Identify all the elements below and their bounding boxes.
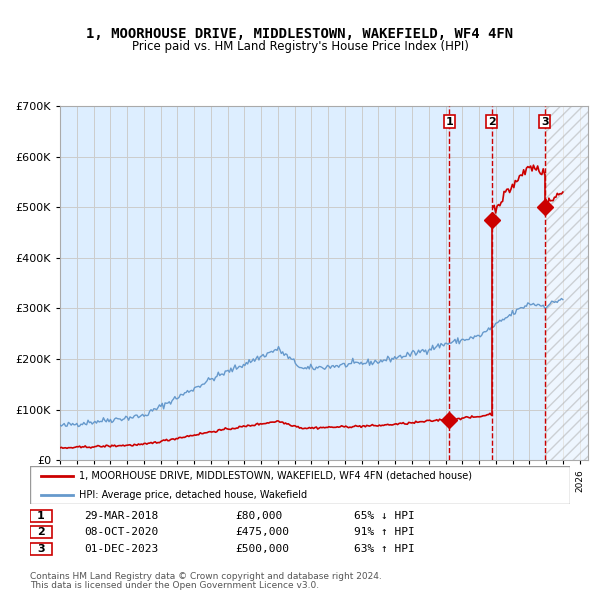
FancyBboxPatch shape xyxy=(30,466,570,504)
Text: This data is licensed under the Open Government Licence v3.0.: This data is licensed under the Open Gov… xyxy=(30,581,319,590)
Bar xyxy=(545,106,588,460)
Text: 08-OCT-2020: 08-OCT-2020 xyxy=(84,527,158,537)
Text: 1, MOORHOUSE DRIVE, MIDDLESTOWN, WAKEFIELD, WF4 4FN (detached house): 1, MOORHOUSE DRIVE, MIDDLESTOWN, WAKEFIE… xyxy=(79,471,472,481)
Text: 3: 3 xyxy=(541,117,548,127)
Text: 1: 1 xyxy=(446,117,453,127)
Text: 1: 1 xyxy=(37,511,44,521)
Text: 2: 2 xyxy=(37,527,44,537)
Bar xyxy=(449,106,588,460)
Text: £80,000: £80,000 xyxy=(235,511,283,521)
Text: 65% ↓ HPI: 65% ↓ HPI xyxy=(354,511,415,521)
Text: £475,000: £475,000 xyxy=(235,527,289,537)
Text: 2: 2 xyxy=(488,117,496,127)
Bar xyxy=(545,106,588,460)
Text: 63% ↑ HPI: 63% ↑ HPI xyxy=(354,544,415,554)
Text: 01-DEC-2023: 01-DEC-2023 xyxy=(84,544,158,554)
Text: 3: 3 xyxy=(37,544,44,554)
Text: 91% ↑ HPI: 91% ↑ HPI xyxy=(354,527,415,537)
Text: Price paid vs. HM Land Registry's House Price Index (HPI): Price paid vs. HM Land Registry's House … xyxy=(131,40,469,53)
Text: £500,000: £500,000 xyxy=(235,544,289,554)
FancyBboxPatch shape xyxy=(30,543,52,555)
Text: 1, MOORHOUSE DRIVE, MIDDLESTOWN, WAKEFIELD, WF4 4FN: 1, MOORHOUSE DRIVE, MIDDLESTOWN, WAKEFIE… xyxy=(86,27,514,41)
FancyBboxPatch shape xyxy=(30,510,52,522)
Text: 29-MAR-2018: 29-MAR-2018 xyxy=(84,511,158,521)
FancyBboxPatch shape xyxy=(30,526,52,539)
Text: Contains HM Land Registry data © Crown copyright and database right 2024.: Contains HM Land Registry data © Crown c… xyxy=(30,572,382,581)
Text: HPI: Average price, detached house, Wakefield: HPI: Average price, detached house, Wake… xyxy=(79,490,307,500)
